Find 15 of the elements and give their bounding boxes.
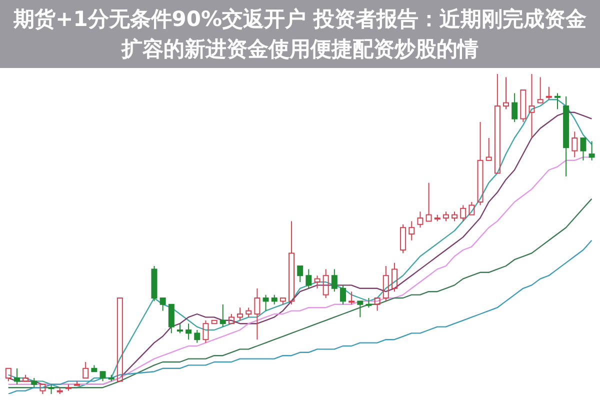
candlestick <box>237 307 244 321</box>
candlestick <box>288 220 295 305</box>
chart-title: 期货+1分无条件90%交返开户 投资者报告：近期刚完成资金扩容的新进资金使用便捷配资炒股的情 <box>0 0 600 68</box>
candlestick <box>186 323 192 340</box>
candlestick <box>254 288 260 340</box>
candlestick <box>314 275 320 289</box>
candlestick <box>588 140 595 161</box>
candlestick <box>563 96 570 177</box>
candlestick <box>306 268 312 289</box>
candlestick <box>340 284 346 305</box>
candlestick <box>220 304 226 328</box>
candlestick <box>14 368 20 385</box>
candlestick <box>528 74 535 138</box>
candlestick <box>408 220 415 241</box>
candlestick <box>554 92 560 110</box>
